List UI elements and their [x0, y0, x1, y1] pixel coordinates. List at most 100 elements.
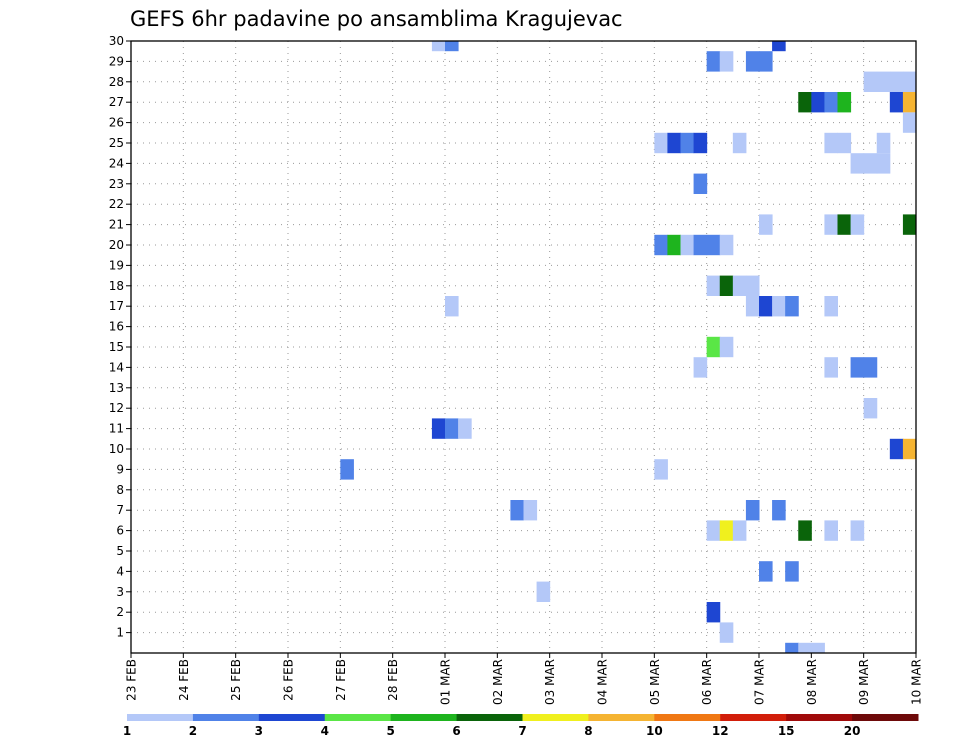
legend-label: 5 — [386, 724, 394, 738]
heatmap-cell — [706, 51, 721, 72]
heatmap-cell — [706, 234, 721, 256]
heatmap-cell — [693, 357, 708, 378]
heatmap-cell — [811, 92, 825, 113]
heatmap-cell — [680, 132, 695, 154]
heatmap-cell — [667, 132, 681, 154]
legend-label: 12 — [712, 724, 729, 738]
heatmap-cell — [863, 71, 878, 92]
y-tick-label: 20 — [109, 238, 124, 252]
heatmap-cell — [772, 500, 786, 521]
heatmap-cell — [667, 234, 681, 256]
heatmap-cell — [824, 520, 838, 541]
heatmap-cell — [811, 642, 825, 653]
heatmap-cell — [745, 275, 760, 296]
y-tick-label: 17 — [109, 299, 124, 313]
heatmap-cell — [732, 275, 747, 296]
heatmap-cell — [863, 357, 878, 378]
x-tick-label: 05 MAR — [648, 659, 662, 705]
heatmap-cell — [824, 357, 838, 378]
x-tick-label: 03 MAR — [543, 659, 557, 705]
legend-label: 8 — [584, 724, 592, 738]
legend-swatch — [127, 714, 194, 721]
heatmap-cell — [654, 234, 668, 256]
heatmap-cell — [824, 132, 838, 154]
heatmap-cell — [824, 296, 838, 317]
y-tick-label: 28 — [109, 75, 124, 89]
y-tick-label: 6 — [116, 524, 124, 538]
heatmap-cell — [680, 234, 695, 256]
heatmap-cell — [889, 71, 904, 92]
heatmap-cell — [719, 275, 734, 296]
heatmap-cell — [798, 92, 812, 113]
heatmap-cell — [523, 500, 538, 521]
heatmap-cell — [510, 500, 524, 521]
heatmap-cell — [693, 173, 708, 194]
x-tick-label: 10 MAR — [910, 659, 924, 705]
y-tick-label: 14 — [109, 360, 124, 374]
legend-swatch — [456, 714, 523, 721]
legend-label: 10 — [646, 724, 663, 738]
y-tick-label: 22 — [109, 197, 124, 211]
heatmap-cell — [745, 500, 760, 521]
heatmap-cell — [785, 561, 799, 582]
x-tick-label: 06 MAR — [700, 659, 714, 705]
legend-label: 2 — [189, 724, 197, 738]
heatmap-cell — [536, 581, 551, 602]
y-tick-label: 24 — [109, 156, 124, 170]
legend-swatch — [192, 714, 260, 721]
heatmap-cell — [706, 520, 721, 541]
legend-swatch — [720, 714, 787, 721]
legend-swatch — [258, 714, 326, 721]
y-tick-label: 13 — [109, 381, 124, 395]
legend-swatch — [390, 714, 458, 721]
x-tick-label: 24 FEB — [177, 659, 191, 701]
heatmap-cell — [876, 71, 891, 92]
legend-swatch — [852, 714, 919, 721]
heatmap-cell — [876, 132, 891, 154]
heatmap-cell — [719, 622, 734, 643]
heatmap-cell — [759, 561, 773, 582]
legend-swatch — [522, 714, 589, 721]
y-tick-label: 12 — [109, 401, 124, 415]
x-tick-label: 01 MAR — [439, 659, 453, 705]
legend-label: 15 — [778, 724, 795, 738]
heatmap-cell — [837, 214, 852, 235]
chart-title: GEFS 6hr padavine po ansamblima Kragujev… — [130, 7, 623, 31]
legend-label: 6 — [452, 724, 460, 738]
y-tick-label: 25 — [109, 136, 124, 150]
heatmap-cell — [654, 459, 668, 480]
x-tick-label: 08 MAR — [805, 659, 819, 705]
heatmap-cell — [837, 92, 852, 113]
heatmap-cell — [759, 214, 773, 235]
heatmap-cell — [340, 459, 354, 480]
heatmap-cell — [745, 296, 760, 317]
heatmap-cell — [654, 132, 668, 154]
heatmap-cell — [837, 132, 852, 154]
heatmap-cell — [902, 92, 917, 113]
y-tick-label: 2 — [116, 605, 124, 619]
heatmap-cell — [772, 296, 786, 317]
heatmap-cell — [785, 296, 799, 317]
heatmap-cell — [824, 92, 838, 113]
y-tick-label: 23 — [109, 177, 124, 191]
heatmap-cell — [719, 51, 734, 72]
x-tick-label: 28 FEB — [386, 659, 400, 701]
x-tick-label: 27 FEB — [334, 659, 348, 701]
y-tick-label: 1 — [116, 626, 124, 640]
heatmap-cell — [772, 41, 786, 52]
y-tick-label: 26 — [109, 116, 124, 130]
heatmap-cell — [902, 112, 917, 133]
legend-label: 3 — [255, 724, 263, 738]
y-tick-label: 9 — [116, 462, 124, 476]
heatmap-cell — [431, 41, 446, 52]
heatmap-cell — [850, 214, 865, 235]
heatmap-cell — [719, 234, 734, 256]
legend-label: 4 — [321, 724, 329, 738]
y-tick-label: 21 — [109, 218, 124, 232]
heatmap-cell — [745, 51, 760, 72]
y-tick-label: 29 — [109, 54, 124, 68]
y-tick-label: 30 — [109, 34, 124, 48]
heatmap-cell — [732, 132, 747, 154]
heatmap-cell — [431, 418, 446, 439]
